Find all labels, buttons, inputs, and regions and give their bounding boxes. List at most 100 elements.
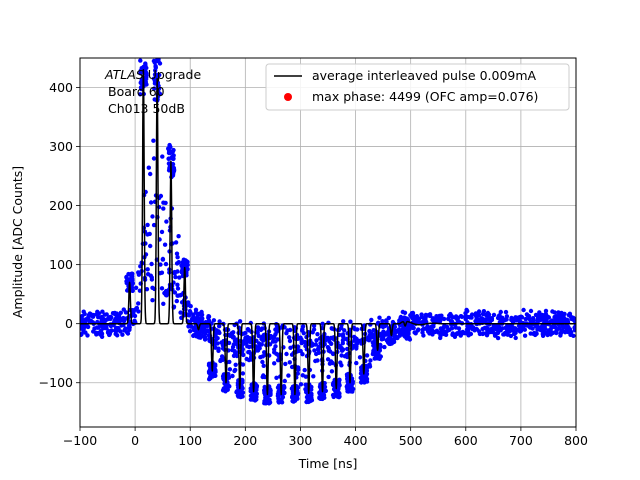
sample-point xyxy=(542,326,548,331)
sample-point xyxy=(217,319,222,324)
sample-point xyxy=(138,92,143,97)
y-axis-label: Amplitude [ADC Counts] xyxy=(10,166,25,318)
sample-point xyxy=(566,324,571,330)
sample-point xyxy=(283,361,288,367)
sample-point xyxy=(311,323,317,328)
sample-point xyxy=(379,337,384,342)
sample-point xyxy=(513,315,518,320)
sample-point xyxy=(572,326,576,331)
sample-point xyxy=(313,342,318,347)
sample-point xyxy=(134,305,140,311)
sample-point xyxy=(558,319,563,324)
sample-point xyxy=(87,311,93,316)
sample-point xyxy=(137,288,143,293)
sample-point xyxy=(112,310,118,316)
sample-point xyxy=(141,64,146,70)
sample-point xyxy=(164,219,169,224)
sample-point xyxy=(188,310,193,315)
sample-point xyxy=(380,319,385,324)
sample-point xyxy=(104,312,109,317)
sample-point xyxy=(559,312,564,317)
x-tick-label: 700 xyxy=(509,433,533,448)
sample-point xyxy=(197,311,202,316)
sample-point xyxy=(175,286,181,291)
x-axis: −100 0 100 200 300 400 500 600 700 800 xyxy=(63,427,588,448)
sample-point xyxy=(149,261,154,267)
sample-point xyxy=(220,357,225,362)
sample-point xyxy=(506,329,512,334)
sample-point xyxy=(94,332,99,337)
sample-point xyxy=(562,329,568,335)
sample-point xyxy=(81,329,86,334)
sample-point xyxy=(495,335,501,341)
sample-point xyxy=(234,353,240,359)
sample-point xyxy=(230,373,235,379)
sample-point xyxy=(491,312,497,318)
sample-point xyxy=(330,326,335,331)
sample-point xyxy=(533,324,539,329)
sample-point xyxy=(168,144,173,150)
sample-point xyxy=(284,331,289,336)
x-tick-label: 400 xyxy=(344,433,368,448)
average-pulse-line xyxy=(80,69,576,396)
annotation-line-1: ATLAS Upgrade xyxy=(104,67,201,82)
sample-point xyxy=(153,63,158,69)
sample-point xyxy=(124,330,130,335)
sample-point xyxy=(172,290,178,295)
sample-point xyxy=(173,240,179,245)
sample-point xyxy=(368,358,373,363)
sample-point xyxy=(113,331,118,337)
sample-point xyxy=(464,307,469,313)
sample-point xyxy=(434,314,439,319)
sample-point xyxy=(258,355,263,360)
sample-point xyxy=(145,272,151,277)
sample-point xyxy=(497,313,502,318)
sample-point xyxy=(248,397,254,402)
sample-point xyxy=(489,326,494,331)
sample-point xyxy=(202,337,208,342)
sample-point xyxy=(194,334,199,339)
annotation-line-3: Ch013 50dB xyxy=(108,101,185,116)
sample-point xyxy=(260,359,265,365)
sample-point xyxy=(137,270,143,275)
sample-point xyxy=(120,332,125,337)
sample-point xyxy=(138,68,143,74)
sample-point xyxy=(160,257,166,262)
sample-point xyxy=(171,171,176,176)
sample-point xyxy=(403,331,409,336)
sample-point xyxy=(372,356,377,361)
sample-point xyxy=(459,314,465,319)
sample-point xyxy=(199,318,204,324)
sample-point xyxy=(188,304,193,309)
sample-point xyxy=(367,364,373,369)
sample-point xyxy=(295,371,300,376)
sample-point xyxy=(330,360,335,366)
sample-point xyxy=(322,384,328,390)
sample-point xyxy=(298,348,303,354)
sample-point xyxy=(95,325,101,330)
sample-point xyxy=(482,325,487,331)
sample-point xyxy=(230,333,235,338)
sample-point xyxy=(311,374,316,379)
sample-point xyxy=(280,394,286,400)
y-tick-label: −100 xyxy=(39,375,73,390)
legend: average interleaved pulse 0.009mA max ph… xyxy=(265,63,570,111)
sample-point xyxy=(225,385,231,390)
sample-point xyxy=(345,354,350,360)
sample-point xyxy=(518,328,524,334)
sample-point xyxy=(287,360,292,365)
sample-point xyxy=(519,315,525,320)
sample-point xyxy=(112,318,117,323)
sample-point xyxy=(329,341,334,346)
sample-point xyxy=(136,309,141,314)
sample-point xyxy=(509,317,514,323)
sample-point xyxy=(525,313,530,318)
sample-point xyxy=(378,342,383,348)
sample-point xyxy=(217,324,222,329)
sample-point xyxy=(340,338,346,343)
sample-point xyxy=(386,336,392,341)
sample-point xyxy=(464,327,470,332)
y-tick-label: 100 xyxy=(49,257,73,272)
sample-point xyxy=(91,329,96,334)
sample-point xyxy=(455,331,460,336)
